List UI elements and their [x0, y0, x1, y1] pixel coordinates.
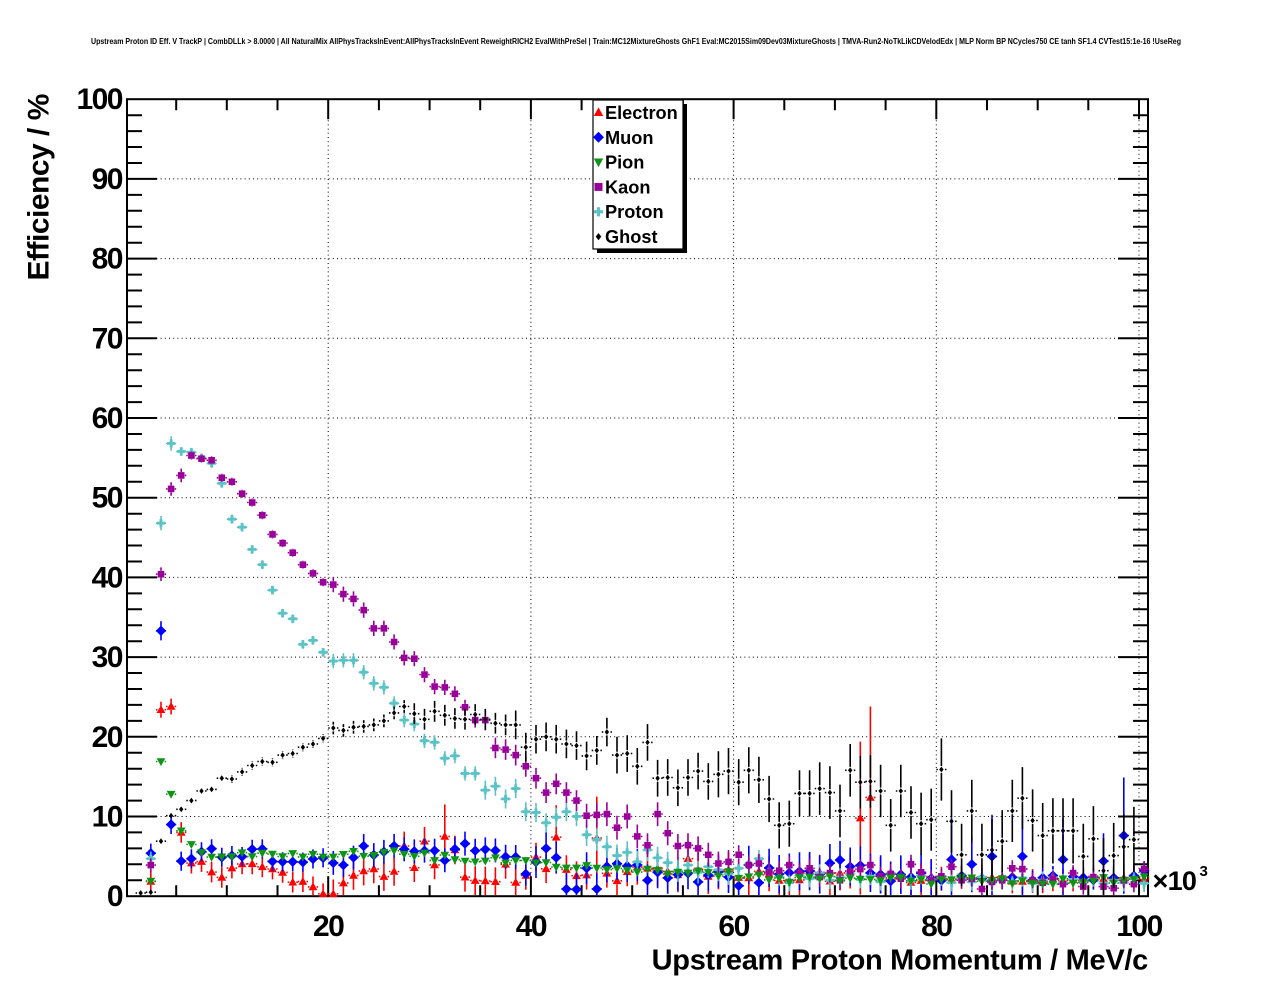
svg-text:60: 60	[718, 910, 749, 943]
svg-text:80: 80	[92, 243, 123, 276]
svg-text:Muon: Muon	[605, 128, 653, 148]
svg-text:0: 0	[107, 880, 123, 913]
svg-text:Pion: Pion	[605, 153, 644, 173]
svg-text:60: 60	[92, 402, 123, 435]
svg-text:80: 80	[921, 910, 952, 943]
svg-text:Efficiency / %: Efficiency / %	[23, 94, 56, 280]
svg-text:50: 50	[92, 482, 123, 515]
svg-text:40: 40	[516, 910, 547, 943]
svg-text:30: 30	[92, 641, 123, 674]
svg-text:20: 20	[313, 910, 344, 943]
svg-text:Kaon: Kaon	[605, 177, 650, 197]
svg-text:Upstream Proton Momentum / MeV: Upstream Proton Momentum / MeV/c	[652, 945, 1149, 977]
svg-text:10: 10	[92, 801, 123, 834]
svg-text:Upstream Proton ID Eff. V Trac: Upstream Proton ID Eff. V TrackP | CombD…	[91, 36, 1181, 46]
svg-text:70: 70	[92, 322, 123, 355]
svg-text:Electron: Electron	[605, 103, 678, 123]
svg-text:Ghost: Ghost	[605, 227, 658, 247]
svg-text:×10: ×10	[1153, 866, 1197, 896]
svg-text:90: 90	[92, 163, 123, 196]
svg-text:100: 100	[76, 83, 122, 116]
svg-text:100: 100	[1116, 910, 1162, 943]
svg-text:Proton: Proton	[605, 202, 664, 222]
svg-text:3: 3	[1200, 863, 1208, 880]
svg-text:20: 20	[92, 721, 123, 754]
svg-text:40: 40	[92, 561, 123, 594]
